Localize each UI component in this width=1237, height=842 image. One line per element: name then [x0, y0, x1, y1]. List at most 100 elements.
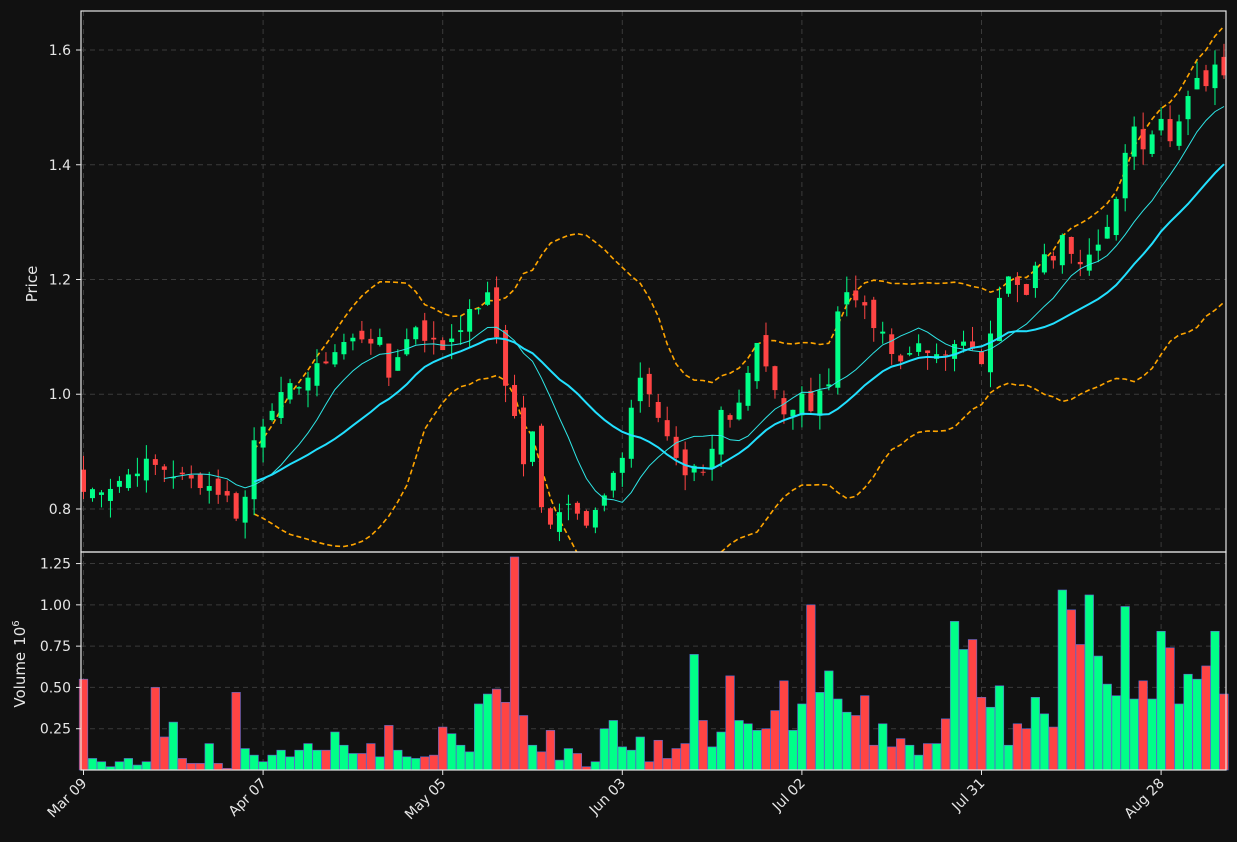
candle-body: [1212, 64, 1218, 89]
volume-bar: [204, 743, 214, 771]
volume-ytick-label: 0.50: [40, 680, 71, 696]
volume-bar: [240, 748, 250, 771]
volume-bar: [159, 736, 169, 771]
volume-bar: [429, 754, 439, 771]
candle-body: [314, 363, 320, 386]
price-ytick-label: 0.8: [49, 502, 71, 518]
volume-bar: [168, 721, 178, 771]
volume-bar: [491, 688, 502, 771]
candle-body: [987, 333, 993, 373]
candle-body: [413, 327, 419, 340]
candle-body: [655, 401, 661, 418]
volume-bar: [958, 649, 969, 771]
candle-body: [431, 337, 437, 340]
candle-body: [521, 407, 527, 465]
candle-body: [134, 473, 140, 477]
volume-bar: [725, 675, 735, 771]
candle-body: [781, 398, 787, 415]
volume-bar: [1147, 698, 1157, 771]
volume-bar: [788, 730, 798, 771]
volume-bar: [671, 748, 681, 771]
candle-body: [1167, 119, 1173, 142]
volume-bar: [896, 738, 906, 771]
volume-bar: [1210, 630, 1220, 771]
volume-bar: [617, 746, 627, 771]
bollinger-lower-band: [253, 301, 1225, 552]
candle-body: [422, 320, 428, 341]
candle-body: [251, 440, 257, 500]
volume-bar: [707, 746, 717, 771]
candle-body: [89, 489, 95, 499]
candle-body: [1050, 255, 1056, 261]
volume-bar: [626, 749, 636, 771]
volume-bar: [743, 723, 753, 771]
volume-bar: [635, 736, 645, 771]
candle-body: [718, 409, 724, 455]
volume-bar: [339, 744, 349, 771]
volume-bar: [1219, 693, 1229, 771]
candle-body: [1005, 276, 1011, 294]
candle-body: [350, 337, 356, 342]
volume-bar: [1183, 673, 1193, 771]
candle-body: [808, 390, 814, 412]
candle-body: [305, 377, 311, 391]
moving-average-long-line: [253, 163, 1225, 483]
candle-body: [224, 491, 230, 496]
candle-body: [530, 431, 535, 462]
candle-body: [844, 292, 850, 305]
volume-bar: [752, 730, 762, 771]
volume-bar: [123, 758, 133, 771]
volume-bar: [761, 728, 771, 771]
candle-body: [610, 472, 616, 491]
candle-body: [1023, 284, 1029, 295]
volume-bar: [1156, 630, 1166, 771]
candle-body: [449, 338, 455, 342]
volume-bar: [141, 761, 151, 771]
candle-body: [341, 342, 347, 355]
candle-body: [574, 502, 580, 514]
volume-bar: [465, 751, 475, 771]
volume-bar: [276, 749, 286, 771]
candle-body: [125, 474, 131, 489]
volume-panel-marks: [78, 556, 1229, 771]
candle-body: [1203, 70, 1209, 87]
candle-body: [619, 457, 625, 473]
volume-bar: [1012, 723, 1023, 771]
volume-bar: [806, 604, 816, 771]
volume-bar: [1192, 678, 1202, 771]
candle-body: [278, 392, 284, 419]
candle-body: [799, 393, 805, 416]
volume-bar: [940, 718, 951, 771]
volume-bar: [905, 744, 915, 771]
candle-body: [395, 357, 401, 371]
volume-bar: [824, 670, 834, 771]
volume-bar: [527, 744, 538, 771]
volume-bar: [312, 749, 322, 771]
volume-bar: [509, 556, 520, 771]
volume-bar: [1066, 609, 1076, 771]
volume-bar: [653, 739, 663, 771]
candle-body: [826, 384, 832, 387]
volume-bar: [384, 725, 394, 771]
volume-bar: [716, 731, 726, 771]
volume-bar: [1102, 683, 1112, 771]
volume-ytick-label: 0.25: [40, 722, 71, 738]
candle-body: [916, 343, 922, 352]
volume-bar: [967, 639, 978, 771]
candle-body: [736, 402, 742, 420]
candle-body: [386, 343, 392, 378]
candle-body: [583, 511, 589, 526]
candle-body: [287, 383, 293, 400]
volume-bar: [357, 753, 367, 771]
candle-body: [404, 339, 410, 355]
candle-body: [107, 488, 113, 501]
volume-bar: [393, 749, 403, 771]
candle-body: [817, 390, 823, 416]
volume-axis-label-multiplier: 10: [11, 627, 29, 646]
volume-bar: [231, 692, 241, 771]
volume-axis-label: Volume 106: [11, 620, 29, 707]
candle-body: [907, 353, 913, 355]
volume-bar: [842, 711, 852, 771]
candle-body: [359, 330, 365, 340]
